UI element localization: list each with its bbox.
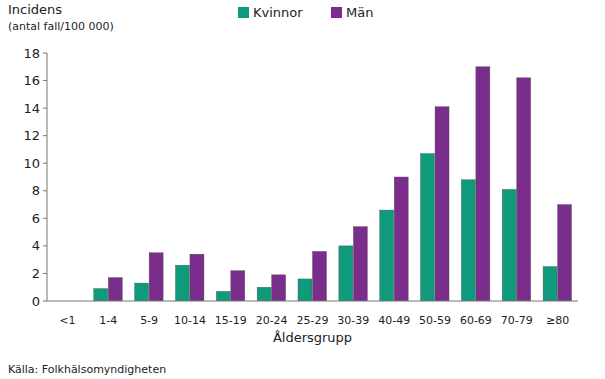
legend-swatch [238,7,249,18]
bar [517,78,531,301]
x-tick-label: 15-19 [215,314,247,327]
legend: Kvinnor Män [238,5,373,20]
y-tick [43,301,47,302]
bar [216,291,230,301]
bars [94,67,572,301]
x-title: Åldersgrupp [273,330,352,345]
x-tick-label: <1 [59,314,75,327]
chart: Incidens (antal fall/100 000) 0 2 4 6 8 10 12 14 1… [0,0,605,379]
y-tick [43,53,47,54]
x-tick-label: 30-39 [337,314,369,327]
bar [313,251,327,301]
bar [298,279,312,301]
bar [257,287,271,301]
bar [175,265,189,301]
bar [190,254,204,301]
bar [543,267,557,301]
x-tick-label: 70-79 [501,314,533,327]
source: Källa: Folkhälsomyndigheten [8,363,166,376]
x-tick-label: 5-9 [140,314,158,327]
y-tick [43,135,47,136]
bar [272,275,286,301]
y-tick [43,163,47,164]
x-tick-label: 40-49 [378,314,410,327]
x-tick-label: ≥80 [546,314,569,327]
y-tick-label: 14 [23,101,40,116]
bar [149,253,163,301]
y-tick-label: 0 [32,294,40,309]
bar [461,180,475,301]
bar [558,205,572,301]
y-tick [43,273,47,274]
bar [108,278,122,301]
y-tick-label: 6 [32,211,40,226]
legend-label: Kvinnor [253,5,303,20]
bar [502,189,516,301]
y-tick-label: 16 [23,73,40,88]
y-tick-label: 2 [32,266,40,281]
x-tick-label: 10-14 [174,314,206,327]
y-title: Incidens [8,2,62,17]
y-tick [43,218,47,219]
y-tick-label: 10 [23,156,40,171]
y-tick [43,108,47,109]
legend-label: Män [346,5,373,20]
y-subtitle: (antal fall/100 000) [8,20,114,33]
y-tick [43,245,47,246]
bar [135,283,149,301]
y-tick-label: 8 [32,183,40,198]
x-tick-label: 50-59 [419,314,451,327]
x-tick-label: 20-24 [256,314,288,327]
bar [421,154,435,301]
bar [476,67,490,301]
bar [435,107,449,301]
x-tick-label: 25-29 [297,314,329,327]
legend-swatch [331,7,342,18]
y-tick [43,190,47,191]
y-axis [47,53,48,301]
y-tick-label: 18 [23,46,40,61]
bar [353,227,367,301]
x-tick-label: 60-69 [460,314,492,327]
x-tick-label: 1-4 [99,314,117,327]
bar [231,271,245,301]
bar [339,246,353,301]
y-tick [43,80,47,81]
bar [394,177,408,301]
y-tick-label: 4 [32,238,40,253]
bar [94,289,108,301]
bar [380,210,394,301]
y-tick-label: 12 [23,128,40,143]
x-axis [47,301,578,302]
